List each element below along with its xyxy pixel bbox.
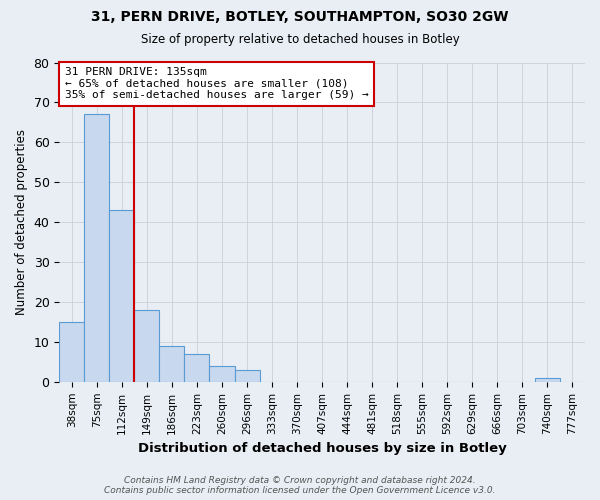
Bar — [85, 114, 109, 382]
Text: Size of property relative to detached houses in Botley: Size of property relative to detached ho… — [140, 32, 460, 46]
Bar — [134, 310, 160, 382]
Text: Contains HM Land Registry data © Crown copyright and database right 2024.
Contai: Contains HM Land Registry data © Crown c… — [104, 476, 496, 495]
Bar — [235, 370, 260, 382]
Bar — [535, 378, 560, 382]
Y-axis label: Number of detached properties: Number of detached properties — [15, 129, 28, 315]
Text: 31 PERN DRIVE: 135sqm
← 65% of detached houses are smaller (108)
35% of semi-det: 31 PERN DRIVE: 135sqm ← 65% of detached … — [65, 68, 368, 100]
Bar — [59, 322, 85, 382]
X-axis label: Distribution of detached houses by size in Botley: Distribution of detached houses by size … — [138, 442, 506, 455]
Bar — [160, 346, 184, 382]
Text: 31, PERN DRIVE, BOTLEY, SOUTHAMPTON, SO30 2GW: 31, PERN DRIVE, BOTLEY, SOUTHAMPTON, SO3… — [91, 10, 509, 24]
Bar — [109, 210, 134, 382]
Bar — [209, 366, 235, 382]
Bar — [184, 354, 209, 382]
